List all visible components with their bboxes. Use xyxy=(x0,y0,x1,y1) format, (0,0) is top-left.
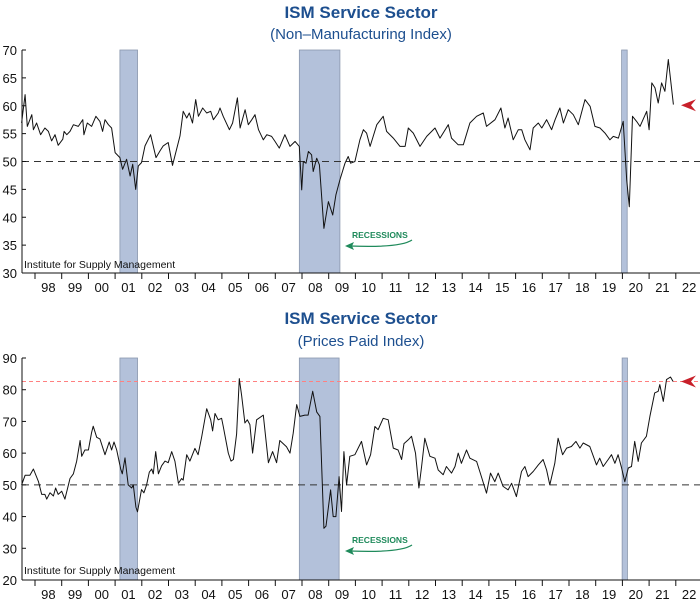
x-tick-label: 13 xyxy=(442,280,456,295)
y-tick-label: 35 xyxy=(3,238,17,253)
y-tick-label: 80 xyxy=(3,383,17,398)
y-tick-label: 65 xyxy=(3,71,17,86)
source-label: Institute for Supply Management xyxy=(24,565,175,577)
x-tick-label: 09 xyxy=(335,280,349,295)
latest-value-arrow-icon xyxy=(681,99,696,112)
x-tick-label: 14 xyxy=(468,587,482,599)
x-tick-label: 99 xyxy=(68,587,82,599)
x-tick-label: 99 xyxy=(68,280,82,295)
x-tick-label: 19 xyxy=(602,280,616,295)
y-tick-label: 70 xyxy=(3,43,17,58)
x-tick-label: 08 xyxy=(308,280,322,295)
x-tick-label: 07 xyxy=(281,280,295,295)
x-tick-label: 11 xyxy=(389,587,403,599)
chart-title: ISM Service Sector xyxy=(284,3,437,22)
series-line xyxy=(21,59,674,229)
x-tick-label: 15 xyxy=(495,280,509,295)
x-tick-label: 02 xyxy=(148,280,162,295)
x-tick-label: 16 xyxy=(522,587,536,599)
x-tick-label: 01 xyxy=(121,587,135,599)
recessions-label: RECESSIONS xyxy=(352,535,408,545)
x-tick-label: 06 xyxy=(255,280,269,295)
recessions-arrowhead-icon xyxy=(345,547,354,555)
x-tick-label: 15 xyxy=(495,587,509,599)
x-tick-label: 16 xyxy=(522,280,536,295)
y-tick-label: 45 xyxy=(3,182,17,197)
x-tick-label: 00 xyxy=(95,280,109,295)
x-tick-label: 21 xyxy=(655,280,669,295)
series-line xyxy=(21,376,674,529)
chart-subtitle: (Prices Paid Index) xyxy=(298,333,425,350)
x-tick-label: 03 xyxy=(175,587,189,599)
x-tick-label: 11 xyxy=(389,280,403,295)
x-tick-label: 20 xyxy=(629,587,643,599)
y-tick-label: 30 xyxy=(3,541,17,556)
x-tick-label: 01 xyxy=(121,280,135,295)
recessions-arrowhead-icon xyxy=(345,242,354,250)
recessions-label: RECESSIONS xyxy=(352,230,408,240)
y-tick-label: 40 xyxy=(3,510,17,525)
x-tick-label: 04 xyxy=(201,280,215,295)
y-tick-label: 60 xyxy=(3,446,17,461)
source-label: Institute for Supply Management xyxy=(24,259,175,271)
x-tick-label: 18 xyxy=(575,587,589,599)
x-tick-label: 10 xyxy=(362,280,376,295)
y-tick-label: 30 xyxy=(3,266,17,281)
recession-band xyxy=(298,357,340,581)
chart-non-manufacturing-index: 30 35 40 45 50 55 60 65 70 98 99 00 01 02 03 04 05 06 07 08… xyxy=(3,3,700,295)
x-tick-label: 07 xyxy=(281,587,295,599)
x-tick-label: 98 xyxy=(41,587,55,599)
chart-subtitle: (Non–Manufacturing Index) xyxy=(270,26,452,43)
x-tick-label: 12 xyxy=(415,587,429,599)
y-tick-label: 50 xyxy=(3,155,17,170)
x-tick-label: 10 xyxy=(362,587,376,599)
x-tick-label: 21 xyxy=(655,587,669,599)
x-tick-label: 98 xyxy=(41,280,55,295)
y-tick-label: 60 xyxy=(3,99,17,114)
x-tick-label: 22 xyxy=(682,587,696,599)
x-tick-label: 09 xyxy=(335,587,349,599)
x-tick-label: 17 xyxy=(548,280,562,295)
x-tick-label: 04 xyxy=(201,587,215,599)
y-tick-label: 90 xyxy=(3,351,17,366)
recession-band xyxy=(298,49,341,274)
x-tick-label: 08 xyxy=(308,587,322,599)
x-tick-label: 13 xyxy=(442,587,456,599)
y-tick-label: 55 xyxy=(3,127,17,142)
x-tick-label: 14 xyxy=(468,280,482,295)
x-tick-label: 00 xyxy=(95,587,109,599)
x-tick-label: 22 xyxy=(682,280,696,295)
recession-band xyxy=(119,357,138,581)
y-tick-label: 50 xyxy=(3,478,17,493)
x-tick-label: 12 xyxy=(415,280,429,295)
y-tick-label: 20 xyxy=(3,573,17,588)
chart-title: ISM Service Sector xyxy=(284,309,437,328)
recessions-arrow-icon xyxy=(349,239,413,248)
x-tick-label: 05 xyxy=(228,280,242,295)
y-tick-label: 40 xyxy=(3,210,17,225)
recessions-arrow-icon xyxy=(349,544,413,553)
y-tick-label: 70 xyxy=(3,414,17,429)
x-tick-label: 19 xyxy=(602,587,616,599)
x-tick-label: 03 xyxy=(175,280,189,295)
x-tick-label: 20 xyxy=(629,280,643,295)
x-tick-label: 06 xyxy=(255,587,269,599)
x-tick-label: 05 xyxy=(228,587,242,599)
recession-band xyxy=(621,357,628,581)
x-tick-label: 17 xyxy=(548,587,562,599)
x-tick-label: 02 xyxy=(148,587,162,599)
latest-value-arrow-icon xyxy=(681,375,696,388)
chart-prices-paid-index: 20 30 40 50 60 70 80 90 98 99 00 01 02 03 04 05 06 07 08 09… xyxy=(3,309,700,599)
x-tick-label: 18 xyxy=(575,280,589,295)
